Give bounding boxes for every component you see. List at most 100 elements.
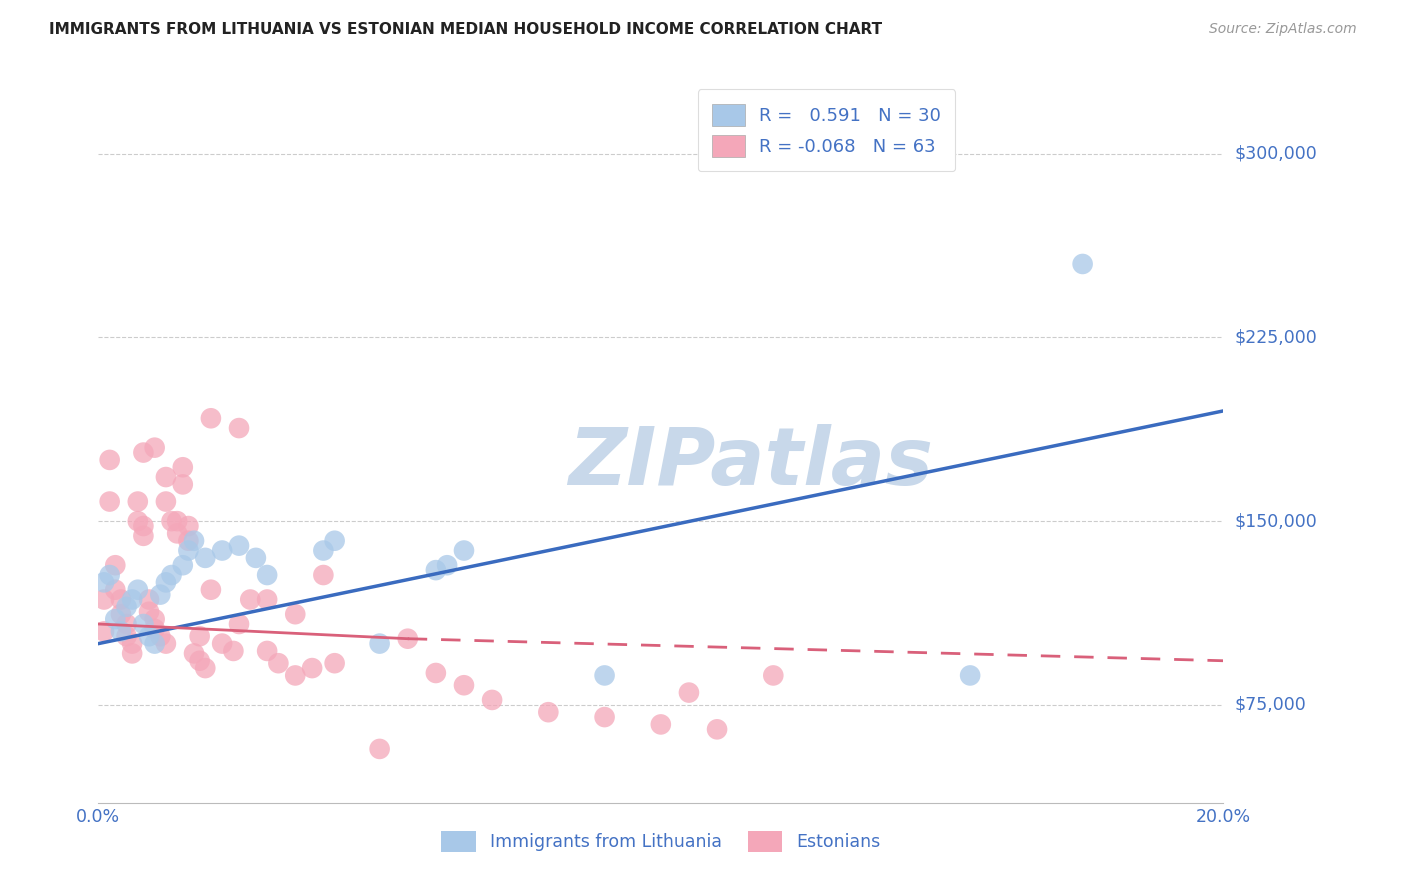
Point xyxy=(132,445,155,459)
Point xyxy=(200,411,222,425)
Point xyxy=(425,563,447,577)
Point xyxy=(172,460,194,475)
Point xyxy=(138,629,160,643)
Point xyxy=(143,441,166,455)
Point xyxy=(678,685,700,699)
Point xyxy=(183,647,205,661)
Point xyxy=(149,629,172,643)
Point xyxy=(115,629,138,643)
Point xyxy=(267,656,290,670)
Point xyxy=(155,575,177,590)
Point xyxy=(104,558,127,573)
Point xyxy=(222,644,245,658)
Point xyxy=(143,637,166,651)
Point xyxy=(132,519,155,533)
Text: $300,000: $300,000 xyxy=(1234,145,1317,162)
Point xyxy=(256,644,278,658)
Text: $150,000: $150,000 xyxy=(1234,512,1317,530)
Point xyxy=(93,592,115,607)
Point xyxy=(228,421,250,435)
Point xyxy=(149,588,172,602)
Text: $75,000: $75,000 xyxy=(1234,696,1306,714)
Point xyxy=(160,568,183,582)
Point xyxy=(104,612,127,626)
Point xyxy=(115,599,138,614)
Point xyxy=(155,494,177,508)
Point xyxy=(396,632,419,646)
Point xyxy=(425,665,447,680)
Point xyxy=(312,543,335,558)
Point xyxy=(368,742,391,756)
Point xyxy=(155,637,177,651)
Point xyxy=(256,592,278,607)
Point xyxy=(110,607,132,622)
Point xyxy=(121,592,143,607)
Point xyxy=(160,514,183,528)
Point xyxy=(121,637,143,651)
Point xyxy=(481,693,503,707)
Text: ZIPatlas: ZIPatlas xyxy=(568,425,934,502)
Point xyxy=(188,654,211,668)
Point xyxy=(177,543,200,558)
Point xyxy=(172,558,194,573)
Point xyxy=(593,668,616,682)
Point xyxy=(537,705,560,719)
Point xyxy=(323,656,346,670)
Point xyxy=(312,568,335,582)
Point xyxy=(284,607,307,622)
Point xyxy=(110,624,132,639)
Point xyxy=(436,558,458,573)
Point xyxy=(228,617,250,632)
Point xyxy=(245,550,267,565)
Point xyxy=(284,668,307,682)
Text: $225,000: $225,000 xyxy=(1234,328,1317,346)
Point xyxy=(368,637,391,651)
Text: Source: ZipAtlas.com: Source: ZipAtlas.com xyxy=(1209,22,1357,37)
Point xyxy=(172,477,194,491)
Point xyxy=(194,661,217,675)
Point xyxy=(115,617,138,632)
Point xyxy=(183,533,205,548)
Point xyxy=(93,575,115,590)
Point xyxy=(98,494,121,508)
Point xyxy=(762,668,785,682)
Point xyxy=(132,529,155,543)
Point xyxy=(239,592,262,607)
Point xyxy=(323,533,346,548)
Point xyxy=(177,533,200,548)
Point xyxy=(228,539,250,553)
Point xyxy=(110,592,132,607)
Point xyxy=(143,612,166,626)
Point xyxy=(188,629,211,643)
Point xyxy=(194,550,217,565)
Point xyxy=(166,514,188,528)
Point xyxy=(211,637,233,651)
Point xyxy=(593,710,616,724)
Point xyxy=(132,617,155,632)
Point xyxy=(155,470,177,484)
Legend: Immigrants from Lithuania, Estonians: Immigrants from Lithuania, Estonians xyxy=(434,824,887,859)
Point xyxy=(166,526,188,541)
Point xyxy=(959,668,981,682)
Point xyxy=(138,605,160,619)
Point xyxy=(127,514,149,528)
Point xyxy=(121,647,143,661)
Point xyxy=(127,582,149,597)
Point xyxy=(650,717,672,731)
Point xyxy=(1071,257,1094,271)
Point xyxy=(200,582,222,597)
Point xyxy=(143,622,166,636)
Point xyxy=(211,543,233,558)
Point xyxy=(177,519,200,533)
Point xyxy=(93,624,115,639)
Point xyxy=(138,592,160,607)
Point xyxy=(98,568,121,582)
Point xyxy=(127,494,149,508)
Point xyxy=(98,453,121,467)
Point xyxy=(453,543,475,558)
Point xyxy=(453,678,475,692)
Point xyxy=(256,568,278,582)
Point xyxy=(301,661,323,675)
Text: IMMIGRANTS FROM LITHUANIA VS ESTONIAN MEDIAN HOUSEHOLD INCOME CORRELATION CHART: IMMIGRANTS FROM LITHUANIA VS ESTONIAN ME… xyxy=(49,22,883,37)
Point xyxy=(706,723,728,737)
